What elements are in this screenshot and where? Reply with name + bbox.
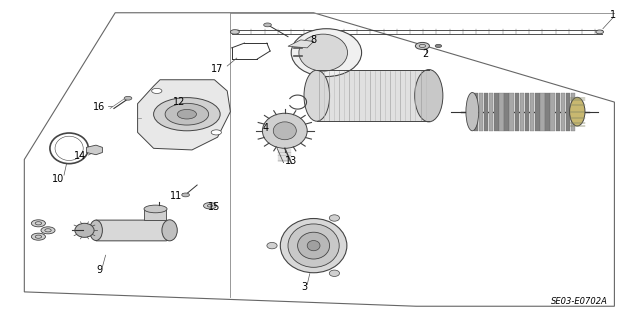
Polygon shape <box>540 93 545 131</box>
Polygon shape <box>515 93 519 131</box>
Circle shape <box>435 44 442 48</box>
Polygon shape <box>520 93 524 131</box>
Polygon shape <box>566 93 570 131</box>
Polygon shape <box>509 93 514 131</box>
Circle shape <box>154 98 220 131</box>
Text: 3: 3 <box>301 282 307 292</box>
Ellipse shape <box>262 113 307 148</box>
Circle shape <box>211 130 221 135</box>
Text: 17: 17 <box>211 63 224 74</box>
Text: 9: 9 <box>96 264 102 275</box>
Text: 4: 4 <box>262 122 269 133</box>
Circle shape <box>182 193 189 197</box>
Polygon shape <box>550 93 555 131</box>
Text: 1: 1 <box>610 10 616 20</box>
Circle shape <box>596 30 604 34</box>
Polygon shape <box>288 40 314 48</box>
Circle shape <box>31 233 45 240</box>
Ellipse shape <box>273 122 296 140</box>
Ellipse shape <box>299 34 348 71</box>
Text: 12: 12 <box>173 97 186 107</box>
Circle shape <box>230 30 239 34</box>
Ellipse shape <box>280 219 347 273</box>
Ellipse shape <box>75 223 94 237</box>
Ellipse shape <box>304 70 330 121</box>
Ellipse shape <box>466 93 479 131</box>
Text: 2: 2 <box>422 49 429 59</box>
Ellipse shape <box>144 205 167 213</box>
Circle shape <box>31 220 45 227</box>
Ellipse shape <box>291 29 362 77</box>
Text: 15: 15 <box>208 202 221 212</box>
Polygon shape <box>138 80 230 150</box>
Polygon shape <box>535 93 540 131</box>
Polygon shape <box>499 93 504 131</box>
Polygon shape <box>571 93 575 131</box>
Circle shape <box>204 203 216 209</box>
Polygon shape <box>479 93 483 131</box>
Ellipse shape <box>288 224 339 267</box>
Text: SE03-E0702A: SE03-E0702A <box>551 297 608 306</box>
Circle shape <box>124 96 132 100</box>
Polygon shape <box>144 209 166 220</box>
Polygon shape <box>561 93 565 131</box>
Text: 11: 11 <box>170 191 182 201</box>
Ellipse shape <box>570 97 585 126</box>
Ellipse shape <box>329 270 339 277</box>
Circle shape <box>177 109 196 119</box>
Circle shape <box>264 23 271 27</box>
Polygon shape <box>525 93 529 131</box>
Polygon shape <box>556 93 560 131</box>
Ellipse shape <box>298 232 330 259</box>
Text: 8: 8 <box>310 35 317 45</box>
Text: 10: 10 <box>51 174 64 184</box>
Text: 16: 16 <box>93 102 106 112</box>
Ellipse shape <box>307 241 320 251</box>
Ellipse shape <box>415 70 443 122</box>
Polygon shape <box>317 70 429 121</box>
Polygon shape <box>474 93 478 131</box>
Circle shape <box>41 227 55 234</box>
Polygon shape <box>494 93 499 131</box>
Circle shape <box>415 42 429 49</box>
Polygon shape <box>530 93 534 131</box>
Ellipse shape <box>267 242 277 249</box>
Ellipse shape <box>329 215 339 221</box>
Circle shape <box>152 88 162 93</box>
Polygon shape <box>504 93 509 131</box>
Polygon shape <box>86 145 102 155</box>
Polygon shape <box>545 93 550 131</box>
Ellipse shape <box>162 220 177 241</box>
Text: 13: 13 <box>285 156 298 166</box>
Circle shape <box>165 103 209 125</box>
Polygon shape <box>489 93 493 131</box>
Text: 14: 14 <box>74 151 86 161</box>
Ellipse shape <box>90 220 102 241</box>
Polygon shape <box>484 93 488 131</box>
Polygon shape <box>96 220 170 241</box>
